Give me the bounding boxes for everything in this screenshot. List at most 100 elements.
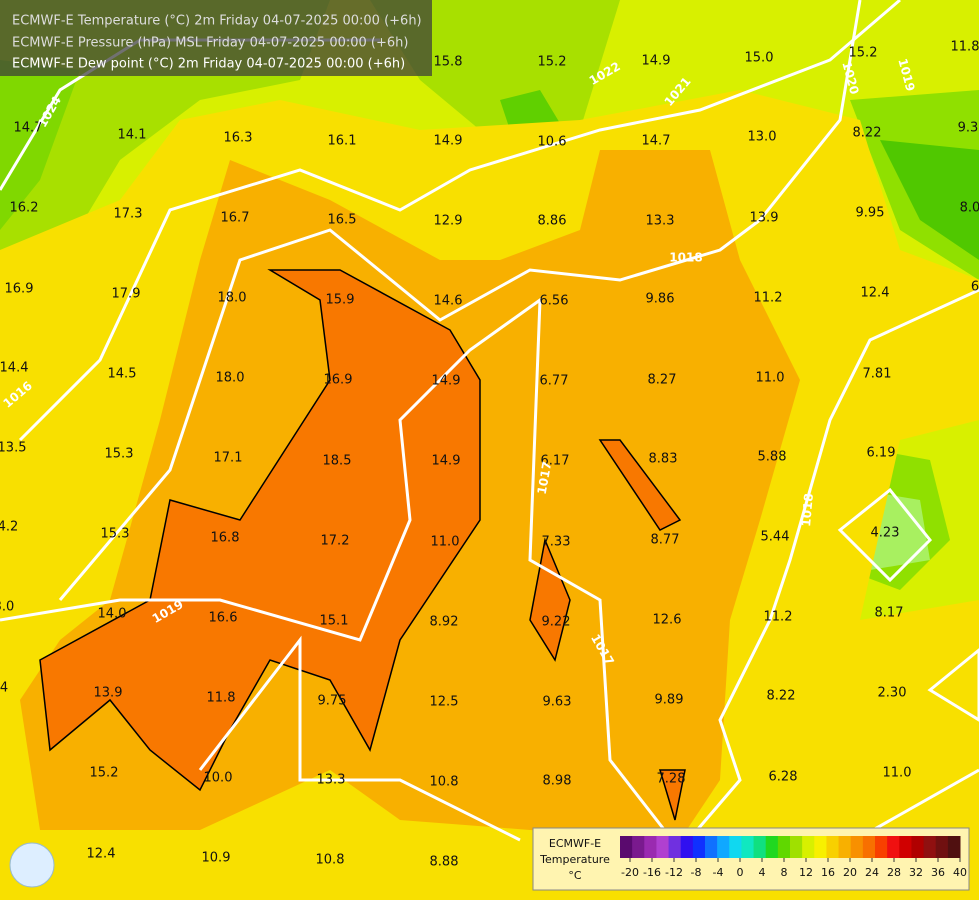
dew-point-label: 16.2	[10, 201, 39, 216]
dew-point-label: 12.9	[434, 214, 463, 229]
dew-point-label: 9.75	[318, 694, 347, 709]
dew-point-label: 17.2	[321, 534, 350, 549]
isobar	[927, 648, 979, 722]
dew-point-label: 14.6	[434, 294, 463, 309]
dew-point-label: 11.8	[207, 691, 236, 706]
dew-point-label: 13.9	[750, 211, 779, 226]
colorbar-tick-label: -20	[621, 866, 639, 879]
colorbar-step	[935, 836, 949, 858]
colorbar-step	[680, 836, 694, 858]
dew-point-label: 14.9	[432, 454, 461, 469]
colorbar-tick-label: 40	[953, 866, 967, 879]
colorbar-tick-label: 36	[931, 866, 945, 879]
colorbar-step	[802, 836, 815, 858]
field-dark-orange	[598, 439, 682, 531]
colorbar-step	[826, 836, 840, 858]
dew-point-label: 14.7	[14, 121, 43, 136]
colorbar-step	[765, 836, 779, 858]
header-line: ECMWF-E Pressure (hPa) MSL Friday 04-07-…	[12, 36, 408, 51]
colorbar-step	[705, 836, 718, 858]
colorbar-tick-label: -16	[643, 866, 661, 879]
dew-point-label: 11.2	[764, 610, 793, 625]
dew-point-label: 16.6	[209, 611, 238, 626]
header-line: ECMWF-E Dew point (°C) 2m Friday 04-07-2…	[12, 57, 405, 72]
colorbar-step	[741, 836, 755, 858]
colorbar-tick-label: -8	[691, 866, 702, 879]
dew-point-label: 14.9	[432, 374, 461, 389]
colorbar-step	[656, 836, 670, 858]
field-green	[880, 140, 979, 260]
field-dark-orange	[658, 769, 686, 821]
dew-point-label: 6.77	[540, 374, 569, 389]
dew-point-label: 15.2	[849, 46, 878, 61]
dew-point-label: 18.0	[216, 371, 245, 386]
dew-point-label: 5.44	[761, 530, 790, 545]
dew-point-label: 18.0	[218, 291, 247, 306]
field-dark-orange	[39, 269, 481, 792]
colorbar-tick-label: 28	[887, 866, 901, 879]
colorbar-step	[923, 836, 937, 858]
dew-point-label: 14.0	[98, 607, 127, 622]
legend-unit: °C	[568, 869, 582, 882]
isobar-label: 1018	[799, 493, 816, 527]
colorbar-tick-label: -12	[665, 866, 683, 879]
dew-point-label: 15.8	[434, 55, 463, 70]
dew-point-label: 9.63	[543, 695, 572, 710]
dew-point-label: 17.1	[214, 451, 243, 466]
dew-point-label: 12.4	[87, 847, 116, 862]
dew-point-label: 4	[0, 681, 8, 696]
dew-point-label: 8.17	[875, 606, 904, 621]
colorbar-step	[887, 836, 900, 858]
dew-point-label: 8.27	[648, 373, 677, 388]
isobar	[18, 0, 901, 442]
colorbar-tick-label: 12	[799, 866, 813, 879]
dew-point-label: 9.22	[542, 615, 571, 630]
dew-point-label: 9.95	[856, 206, 885, 221]
dew-point-label: 15.2	[90, 766, 119, 781]
colorbar-step	[947, 836, 961, 858]
colorbar-step	[850, 836, 864, 858]
colorbar-step	[777, 836, 791, 858]
isobar	[0, 288, 979, 853]
dew-point-label: 15.9	[326, 293, 355, 308]
dew-point-label: 10.8	[316, 853, 345, 868]
colorbar-tick-label: 0	[737, 866, 744, 879]
dew-point-label: 15.3	[105, 447, 134, 462]
dew-point-label: 14.1	[118, 128, 147, 143]
dew-point-label: 15.3	[101, 527, 130, 542]
dew-point-label: 17.3	[114, 207, 143, 222]
dew-point-label: 15.0	[745, 51, 774, 66]
isobar-label: 1017	[535, 460, 555, 495]
isobar-label: 1018	[669, 251, 702, 265]
colorbar-tick-label: 8	[781, 866, 788, 879]
legend-title: ECMWF-E	[549, 837, 601, 850]
colorbar-tick-label: 24	[865, 866, 879, 879]
dew-point-label: 16.9	[5, 282, 34, 297]
dew-point-label: 6	[971, 280, 979, 295]
colorbar-step	[814, 836, 827, 858]
logo[interactable]	[9, 842, 55, 888]
dew-point-label: 16.7	[221, 211, 250, 226]
dew-point-label: 13.9	[94, 686, 123, 701]
dew-point-label: 14.4	[0, 361, 28, 376]
dew-point-label: 8.22	[853, 126, 882, 141]
dew-point-label: 7.33	[542, 535, 571, 550]
dew-point-label: 3.0	[0, 600, 14, 615]
dew-point-label: 8.0	[960, 201, 979, 216]
isobars	[0, 0, 979, 862]
dew-point-label: 16.3	[224, 131, 253, 146]
legend-variable: Temperature	[539, 853, 610, 866]
dew-point-label: 9.89	[655, 693, 684, 708]
colorbar-step	[644, 836, 657, 858]
dew-point-label: 11.8	[951, 40, 979, 55]
dew-point-label: 12.6	[653, 613, 682, 628]
colorbar-step	[838, 836, 852, 858]
header-panel	[0, 0, 432, 76]
colorbar-step	[899, 836, 912, 858]
dew-point-label: 8.88	[430, 855, 459, 870]
dew-point-label: 11.2	[754, 291, 783, 306]
dew-point-label: 2.30	[878, 686, 907, 701]
colorbar-step	[717, 836, 730, 858]
field-dark-orange	[529, 537, 571, 662]
dew-point-label: 6.19	[867, 446, 896, 461]
